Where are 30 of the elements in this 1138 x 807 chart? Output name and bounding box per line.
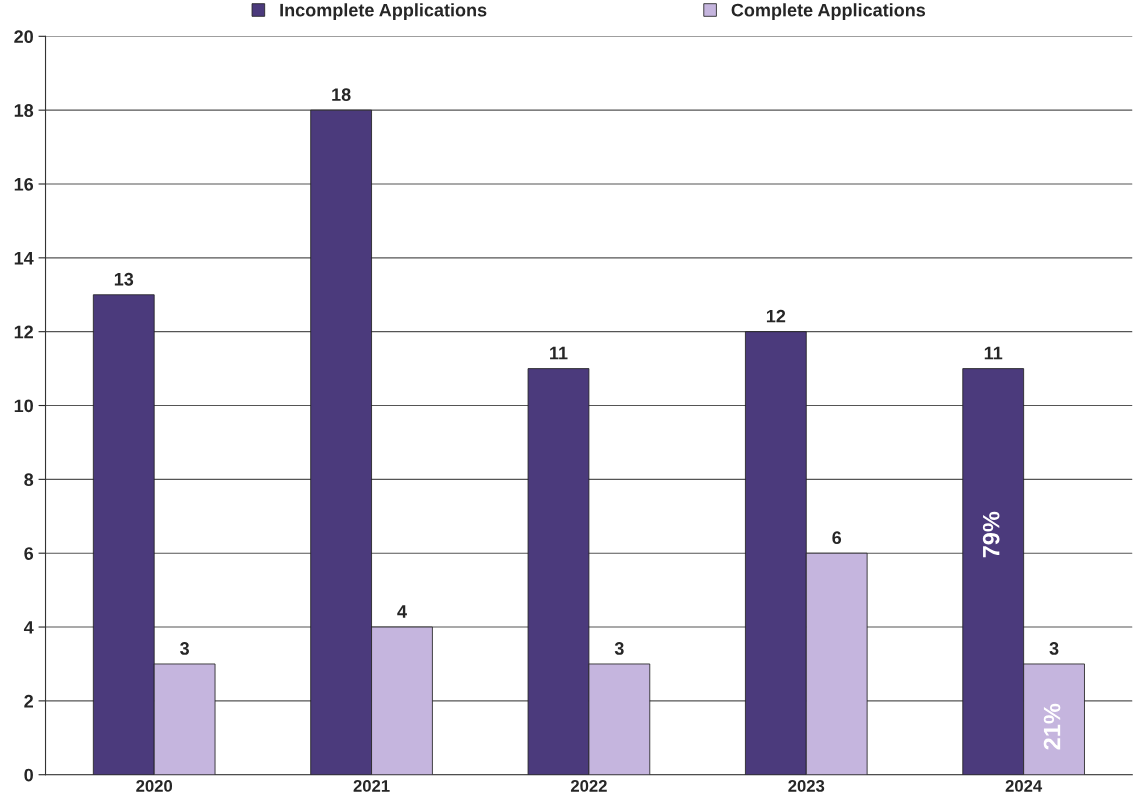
x-tick-label: 2020 xyxy=(136,780,173,792)
y-tick-label: 2 xyxy=(24,694,33,708)
data-label: 18 xyxy=(332,88,351,102)
y-tick-label: 12 xyxy=(14,325,33,339)
y-tick-label: 4 xyxy=(23,621,34,634)
data-label: 3 xyxy=(614,642,624,655)
y-tick-label: 16 xyxy=(14,177,34,191)
annotation: 21% xyxy=(1043,703,1061,750)
data-label: 3 xyxy=(1049,642,1059,655)
legend-label: Incomplete Applications xyxy=(280,3,487,21)
data-label: 13 xyxy=(114,272,134,286)
data-label: 12 xyxy=(766,309,786,323)
y-tick-label: 20 xyxy=(14,30,33,44)
y-tick-label: 6 xyxy=(24,547,34,560)
y-tick-label: 0 xyxy=(24,768,33,782)
annotation: 79% xyxy=(982,511,1000,558)
y-tick-label: 14 xyxy=(14,251,34,265)
x-tick-label: 2021 xyxy=(353,780,390,792)
data-label: 11 xyxy=(550,346,568,360)
data-label: 6 xyxy=(832,531,842,545)
legend-label: Complete Applications xyxy=(731,3,926,21)
data-label: 4 xyxy=(397,605,407,618)
y-tick-label: 10 xyxy=(14,399,33,413)
y-tick-label: 8 xyxy=(24,473,34,487)
x-tick-label: 2024 xyxy=(1005,780,1043,792)
data-label: 3 xyxy=(180,642,189,655)
x-tick-label: 2022 xyxy=(570,780,607,792)
y-tick-label: 18 xyxy=(14,104,34,117)
x-tick-label: 2023 xyxy=(788,780,825,792)
data-label: 11 xyxy=(984,346,1003,360)
